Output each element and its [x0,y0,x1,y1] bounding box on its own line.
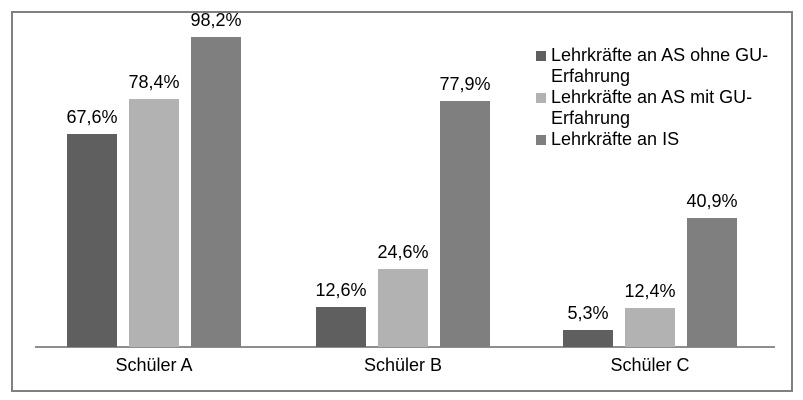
value-label-series2-sch-ler-b: 24,6% [377,242,429,262]
bar-series1-sch-ler-c [563,330,613,347]
legend-label: Lehrkräfte an AS ohne GU- Erfahrung [551,45,769,86]
value-label-series3-sch-ler-b: 77,9% [439,74,491,94]
legend-label: Lehrkräfte an AS mit GU- Erfahrung [551,87,753,128]
legend-marker-icon [536,93,546,103]
bar-series1-sch-ler-a [67,134,117,347]
value-label-series2-sch-ler-c: 12,4% [624,281,676,301]
value-label-series3-sch-ler-a: 98,2% [190,10,242,30]
bar-series1-sch-ler-b [316,307,366,347]
bar-series2-sch-ler-a [129,99,179,347]
legend-item-2: Lehrkräfte an AS mit GU- Erfahrung [536,87,794,129]
value-label-series1-sch-ler-a: 67,6% [66,107,118,127]
category-label-sch-ler-c: Schüler C [610,355,690,375]
legend: Lehrkräfte an AS ohne GU- Erfahrung Lehrk… [536,45,794,150]
value-label-series3-sch-ler-c: 40,9% [686,191,738,211]
value-label-series2-sch-ler-a: 78,4% [128,72,180,92]
category-label-sch-ler-a: Schüler A [115,355,193,375]
legend-item-3: Lehrkräfte an IS [536,129,794,150]
x-axis-line [35,346,775,348]
bar-series2-sch-ler-b [378,269,428,347]
bar-series3-sch-ler-a [191,37,241,347]
bar-series3-sch-ler-b [440,101,490,347]
legend-label: Lehrkräfte an IS [551,129,680,149]
value-label-series1-sch-ler-b: 12,6% [315,280,367,300]
legend-marker-icon [536,135,546,145]
legend-marker-icon [536,51,546,61]
category-label-sch-ler-b: Schüler B [363,355,443,375]
value-label-series1-sch-ler-c: 5,3% [567,303,609,323]
legend-item-1: Lehrkräfte an AS ohne GU- Erfahrung [536,45,794,87]
bar-series3-sch-ler-c [687,218,737,347]
bar-series2-sch-ler-c [625,308,675,347]
